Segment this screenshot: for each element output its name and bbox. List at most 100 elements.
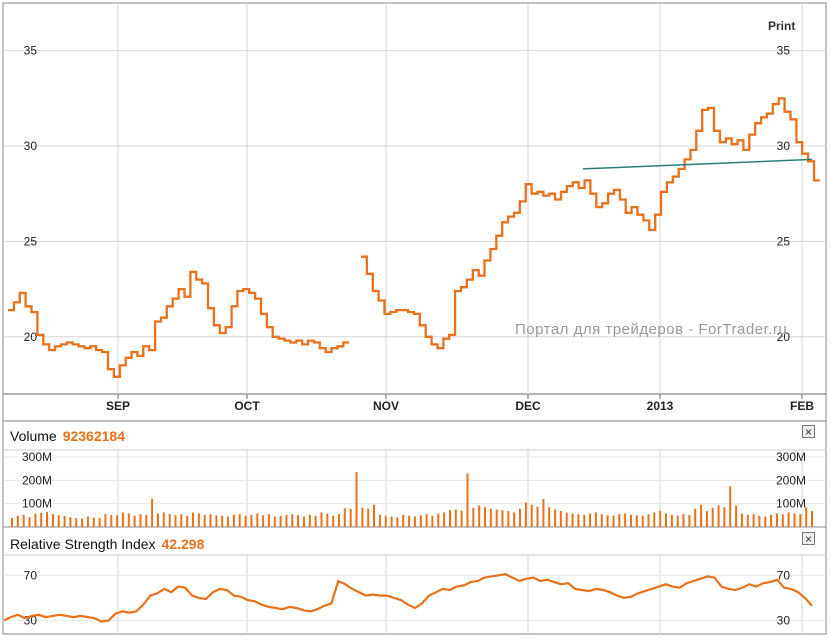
volume-bar <box>425 514 428 527</box>
volume-bar <box>326 513 329 527</box>
volume-bar <box>162 512 165 527</box>
volume-bar <box>355 472 358 527</box>
volume-bar <box>197 513 200 527</box>
volume-bar <box>157 513 159 527</box>
x-axis-tick-label: 2013 <box>647 399 674 413</box>
rsi-y-tick-label-right: 70 <box>777 568 791 582</box>
volume-bar <box>221 515 224 527</box>
volume-bar <box>501 510 504 527</box>
volume-bar <box>145 514 148 527</box>
volume-bar <box>11 518 13 527</box>
volume-bar <box>86 516 89 527</box>
volume-bar <box>180 514 183 527</box>
volume-bar <box>536 506 539 527</box>
volume-bar <box>285 514 288 527</box>
volume-bar <box>203 514 206 527</box>
volume-bar <box>92 517 95 527</box>
volume-bar <box>612 515 615 527</box>
volume-bar <box>460 510 463 527</box>
volume-current-value: 92362184 <box>62 428 125 444</box>
volume-bar <box>600 514 603 527</box>
volume-bar <box>688 514 691 527</box>
price-y-tick-label-right: 20 <box>777 330 791 344</box>
volume-y-tick-label-right: 100M <box>776 497 806 511</box>
volume-bar <box>314 515 317 527</box>
volume-bar <box>151 499 154 527</box>
volume-bar <box>262 515 265 527</box>
volume-bar <box>291 514 294 527</box>
volume-bar <box>303 516 305 527</box>
print-link[interactable]: Print <box>768 19 796 33</box>
rsi-y-tick-label-right: 30 <box>777 613 791 627</box>
volume-bar <box>297 515 300 527</box>
volume-bar <box>116 515 119 527</box>
volume-bar <box>139 514 142 527</box>
volume-bar <box>215 515 218 527</box>
volume-bar <box>69 517 72 527</box>
volume-panel-title: Volume 92362184 <box>10 428 125 444</box>
price-series-line <box>8 97 820 378</box>
x-axis-tick-label: SEP <box>106 399 130 413</box>
volume-bar <box>273 516 276 527</box>
volume-bar <box>787 512 790 527</box>
volume-bar <box>665 513 667 527</box>
volume-bar <box>659 510 662 527</box>
volume-bar <box>484 507 486 527</box>
volume-bar <box>40 513 43 527</box>
volume-bar <box>618 514 621 527</box>
watermark: Портал для трейдеров - ForTrader.ru <box>515 321 788 338</box>
volume-bar <box>192 512 194 527</box>
x-axis-tick-label: FEB <box>790 399 814 413</box>
volume-bar <box>343 508 346 527</box>
volume-bar <box>513 512 516 527</box>
volume-bar <box>729 486 732 527</box>
volume-bar <box>51 514 54 527</box>
volume-close-button[interactable]: × <box>802 425 815 438</box>
volume-y-tick-label-left: 300M <box>22 450 52 464</box>
volume-bar <box>396 517 399 527</box>
volume-bar <box>209 514 212 527</box>
x-axis-tick-label: NOV <box>373 399 399 413</box>
volume-bar <box>75 518 78 527</box>
rsi-current-value: 42.298 <box>161 536 205 552</box>
rsi-series-line <box>3 573 813 623</box>
volume-bar <box>34 513 37 527</box>
volume-bar <box>594 512 597 527</box>
volume-y-tick-label-left: 200M <box>22 473 52 487</box>
volume-bar <box>174 515 177 527</box>
volume-bar <box>805 507 808 527</box>
price-y-tick-label-right: 35 <box>777 44 791 58</box>
price-y-tick-label-left: 25 <box>24 234 38 248</box>
volume-bar <box>16 515 19 527</box>
volume-bar <box>133 515 136 527</box>
rsi-panel-title: Relative Strength Index 42.298 <box>10 536 204 552</box>
volume-bar <box>764 516 767 527</box>
volume-bar <box>238 514 241 527</box>
volume-bar <box>367 508 370 527</box>
volume-bar <box>472 507 475 527</box>
volume-bar <box>635 515 638 527</box>
volume-bar <box>413 516 416 527</box>
price-y-tick-label-left: 30 <box>24 139 38 153</box>
volume-bar <box>81 518 84 527</box>
volume-bar <box>320 512 323 527</box>
volume-bar <box>98 518 101 527</box>
volume-bar <box>454 509 457 527</box>
x-axis-tick-label: OCT <box>234 399 260 413</box>
price-y-tick-label-left: 35 <box>24 44 38 58</box>
x-axis-tick-label: DEC <box>515 399 541 413</box>
volume-bar <box>530 504 533 527</box>
rsi-title: Relative Strength Index <box>10 536 156 552</box>
volume-bar <box>711 507 714 527</box>
volume-y-tick-label-right: 200M <box>776 473 806 487</box>
volume-bar <box>390 516 393 527</box>
rsi-close-button[interactable]: × <box>802 532 815 545</box>
trendline <box>582 158 813 170</box>
volume-y-tick-label-right: 300M <box>776 450 806 464</box>
volume-bar <box>554 509 557 527</box>
volume-bar <box>449 510 451 527</box>
volume-bar <box>758 515 761 527</box>
volume-bar <box>57 515 60 527</box>
